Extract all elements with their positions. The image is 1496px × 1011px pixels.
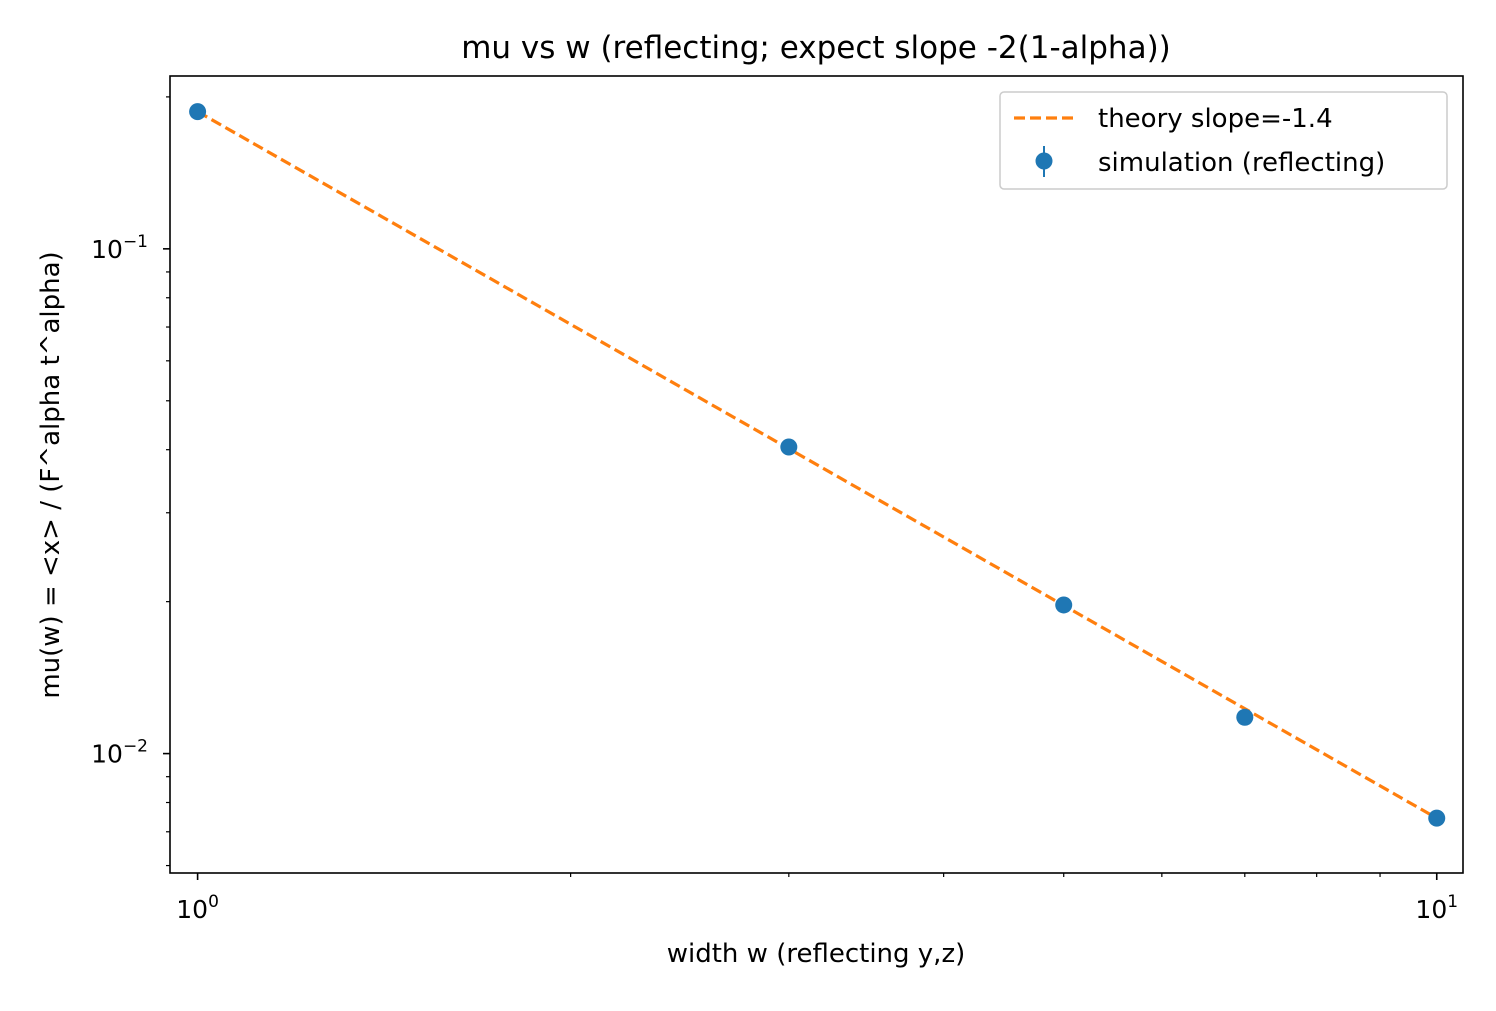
data-point <box>1236 708 1254 726</box>
data-point <box>1055 596 1073 614</box>
legend-simulation-label: simulation (reflecting) <box>1098 148 1385 178</box>
data-point <box>780 438 798 456</box>
legend-box <box>999 91 1448 190</box>
data-point <box>1428 809 1446 827</box>
legend-theory-label: theory slope=-1.4 <box>1098 104 1333 134</box>
plot-frame <box>169 75 1464 874</box>
x-tick-label: 100 <box>176 892 219 924</box>
x-tick-label: 101 <box>1415 892 1458 924</box>
y-tick-label: 10−2 <box>91 737 148 769</box>
plot-area <box>189 103 1446 827</box>
legend-simulation-swatch <box>1035 152 1053 170</box>
y-axis: 10−2 10−1 <box>91 96 170 867</box>
theory-line <box>196 110 1438 820</box>
legend: theory slope=-1.4 simulation (reflecting… <box>999 91 1448 190</box>
data-point <box>189 103 207 121</box>
y-axis-label: mu(w) = <x> / (F^alpha t^alpha) <box>36 251 66 698</box>
x-axis: 100 101 <box>176 873 1458 924</box>
x-axis-label: width w (reflecting y,z) <box>667 939 966 969</box>
chart-title: mu vs w (reflecting; expect slope -2(1-a… <box>461 30 1171 66</box>
y-tick-label: 10−1 <box>91 232 148 264</box>
